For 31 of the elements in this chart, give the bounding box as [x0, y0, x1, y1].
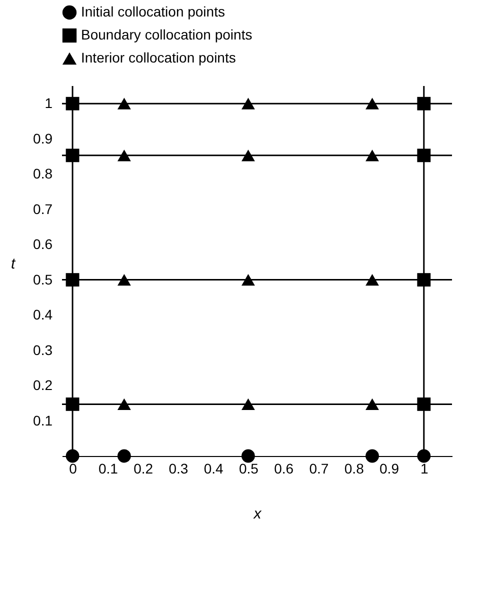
legend-label: Interior collocation points	[81, 50, 236, 66]
y-tick-label: 0.2	[33, 377, 53, 394]
y-tick-label: 0.6	[33, 236, 53, 252]
y-tick-label: 0.9	[33, 130, 53, 146]
y-axis-title: t	[10, 256, 16, 272]
y-tick-label: 0.1	[33, 412, 53, 428]
x-tick-label: 0	[69, 460, 78, 476]
x-tick-label: 0.1	[98, 460, 118, 476]
legend-label: Initial collocation points	[81, 4, 225, 20]
point	[242, 449, 255, 463]
x-tick-label: 0.8	[344, 460, 364, 476]
y-tick-label: 0.3	[33, 342, 53, 358]
y-tick-label: 1	[44, 95, 53, 112]
x-tick-label: 0.5	[238, 460, 259, 476]
x-tick-label: 0.4	[204, 460, 224, 476]
y-tick-label: 0.5	[33, 271, 53, 288]
y-tick-label: 0.8	[33, 166, 53, 182]
x-tick-label: 0.9	[380, 460, 400, 476]
x-tick-label: 1	[420, 460, 428, 476]
x-tick-label: 0.7	[309, 460, 329, 476]
y-tick-label: 0.7	[33, 200, 53, 217]
point	[66, 449, 80, 463]
x-tick-label: 0.3	[168, 460, 188, 476]
x-axis-title: x	[252, 506, 262, 522]
legend-label: Boundary collocation points	[81, 26, 252, 42]
point	[417, 449, 431, 463]
x-tick-label: 0.6	[274, 460, 294, 476]
point	[117, 449, 131, 463]
point	[366, 449, 379, 463]
y-tick-label: 0.4	[33, 306, 53, 323]
x-tick-label: 0.2	[134, 460, 154, 476]
